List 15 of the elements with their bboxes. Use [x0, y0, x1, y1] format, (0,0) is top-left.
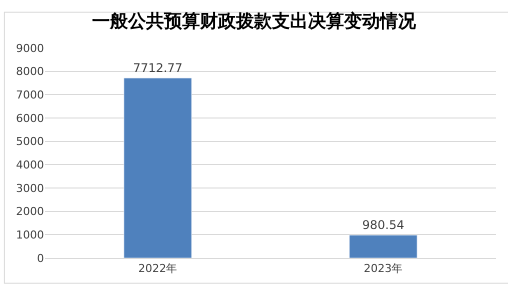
y-tick-label: 1000: [16, 228, 44, 242]
x-tick-label: 2022年: [138, 262, 178, 276]
y-tick-label: 7000: [16, 88, 44, 102]
data-label: 7712.77: [132, 61, 183, 76]
y-tick-label: 5000: [16, 135, 44, 148]
y-tick-label: 9000: [16, 42, 44, 55]
chart-title: 一般公共预算财政拨款支出决算变动情况: [92, 11, 417, 32]
y-tick-label: 0: [37, 252, 44, 265]
y-tick-label: 3000: [16, 182, 44, 195]
x-tick-label: 2023年: [364, 262, 403, 276]
data-label: 980.54: [362, 218, 404, 232]
y-tick-label: 6000: [16, 112, 44, 125]
y-tick-label: 4000: [16, 158, 44, 172]
y-tick-label: 2000: [16, 205, 44, 218]
y-tick-label: 8000: [16, 65, 44, 78]
